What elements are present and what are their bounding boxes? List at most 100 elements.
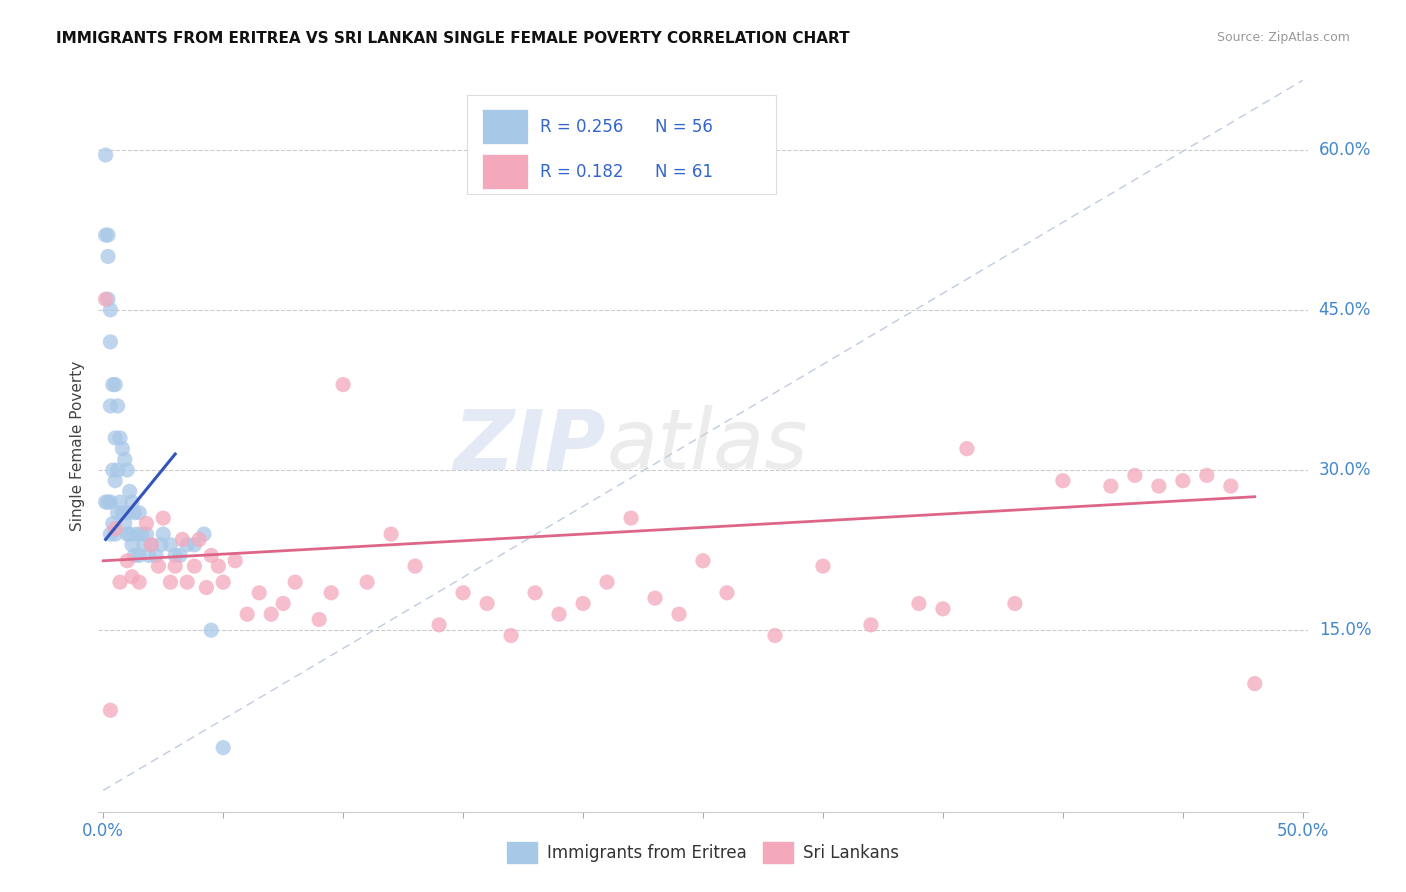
Point [101, 516, 124, 531]
Point [1195, 468, 1218, 483]
Point [145, 549, 167, 563]
Point [108, 431, 131, 445]
Point [200, 549, 222, 563]
Point [135, 516, 157, 531]
Point [165, 549, 187, 563]
Point [308, 613, 330, 627]
Point [224, 554, 246, 568]
Point [1123, 468, 1146, 483]
Point [763, 628, 786, 642]
Point [115, 527, 138, 541]
Text: 30.0%: 30.0% [1319, 461, 1371, 479]
Point [236, 607, 259, 622]
Point [114, 452, 136, 467]
Point [193, 527, 215, 541]
Point [149, 538, 172, 552]
Point [104, 522, 127, 536]
Point [183, 538, 205, 552]
Point [524, 586, 547, 600]
Point [114, 516, 136, 531]
Point [332, 377, 354, 392]
Point [128, 506, 150, 520]
Point [165, 559, 187, 574]
Text: R = 0.256: R = 0.256 [540, 118, 623, 136]
Point [169, 549, 191, 563]
Point [101, 463, 124, 477]
Point [121, 538, 143, 552]
Point [118, 484, 141, 499]
Point [108, 575, 131, 590]
Point [908, 597, 931, 611]
Point [596, 575, 619, 590]
Point [499, 628, 522, 642]
Point [572, 597, 595, 611]
Point [107, 506, 129, 520]
Point [811, 559, 834, 574]
Point [138, 549, 160, 563]
Point [141, 538, 163, 552]
Point [644, 591, 666, 606]
Point [152, 511, 174, 525]
Text: N = 56: N = 56 [655, 118, 713, 136]
Point [94, 495, 117, 509]
Legend: Immigrants from Eritrea, Sri Lankans: Immigrants from Eritrea, Sri Lankans [501, 836, 905, 869]
Point [1099, 479, 1122, 493]
Text: IMMIGRANTS FROM ERITREA VS SRI LANKAN SINGLE FEMALE POVERTY CORRELATION CHART: IMMIGRANTS FROM ERITREA VS SRI LANKAN SI… [56, 31, 849, 46]
Point [124, 549, 146, 563]
Point [404, 559, 426, 574]
Point [108, 495, 131, 509]
Point [247, 586, 270, 600]
Point [1219, 479, 1241, 493]
Point [148, 559, 170, 574]
Point [475, 597, 498, 611]
Point [380, 527, 402, 541]
Point [131, 527, 153, 541]
Point [207, 559, 229, 574]
Point [271, 597, 294, 611]
Text: atlas: atlas [606, 406, 808, 486]
Point [1171, 474, 1194, 488]
Point [115, 506, 138, 520]
Point [260, 607, 283, 622]
Point [141, 538, 163, 552]
Point [97, 228, 120, 243]
Text: ZIP: ZIP [454, 406, 606, 486]
Point [1052, 474, 1074, 488]
Point [100, 302, 122, 317]
Point [115, 463, 138, 477]
Point [427, 618, 450, 632]
Y-axis label: Single Female Poverty: Single Female Poverty [70, 361, 86, 531]
Point [94, 228, 117, 243]
Point [159, 575, 181, 590]
FancyBboxPatch shape [467, 95, 776, 194]
Point [451, 586, 474, 600]
Bar [482, 154, 527, 189]
Point [111, 506, 134, 520]
Point [212, 740, 235, 755]
Text: 45.0%: 45.0% [1319, 301, 1371, 318]
Point [118, 527, 141, 541]
Point [104, 474, 127, 488]
Bar [482, 109, 527, 145]
Point [135, 527, 157, 541]
Point [100, 399, 122, 413]
Point [668, 607, 690, 622]
Point [97, 250, 120, 264]
Point [100, 334, 122, 349]
Point [128, 549, 150, 563]
Point [121, 570, 143, 584]
Point [620, 511, 643, 525]
Text: R = 0.182: R = 0.182 [540, 163, 623, 181]
Point [100, 703, 122, 717]
Point [104, 431, 127, 445]
Point [356, 575, 378, 590]
Point [716, 586, 738, 600]
Point [321, 586, 343, 600]
Point [200, 623, 222, 637]
Point [548, 607, 571, 622]
Point [115, 554, 138, 568]
Text: N = 61: N = 61 [655, 163, 713, 181]
Text: Source: ZipAtlas.com: Source: ZipAtlas.com [1216, 31, 1350, 45]
Point [104, 527, 127, 541]
Point [692, 554, 714, 568]
